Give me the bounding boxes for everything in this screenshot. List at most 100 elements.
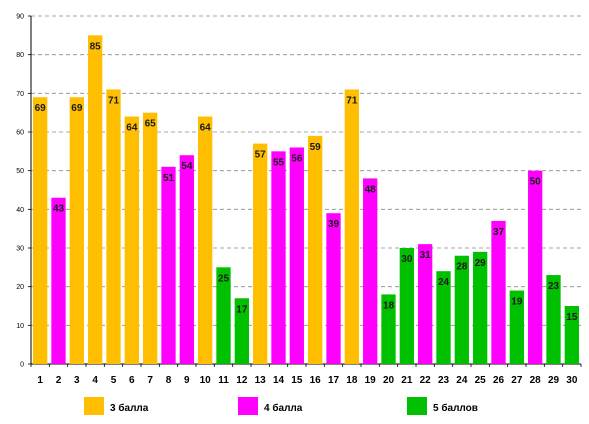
x-tick-label: 4 — [92, 375, 98, 386]
bar — [418, 244, 433, 364]
bar — [253, 143, 268, 364]
x-tick-label: 30 — [566, 375, 578, 386]
data-label: 17 — [236, 304, 248, 315]
x-tick-label: 2 — [56, 375, 62, 386]
x-tick-label: 9 — [184, 375, 190, 386]
data-label: 55 — [273, 157, 285, 168]
bar — [399, 248, 414, 364]
data-label: 69 — [35, 103, 47, 114]
bar — [381, 294, 396, 364]
bar — [271, 151, 286, 364]
x-tick-label: 18 — [346, 375, 358, 386]
y-tick-label: 50 — [16, 168, 24, 175]
y-tick-label: 0 — [20, 362, 24, 369]
data-label: 51 — [163, 173, 175, 184]
x-tick-label: 6 — [129, 375, 135, 386]
x-tick-label: 14 — [273, 375, 285, 386]
data-label: 65 — [145, 119, 157, 130]
x-tick-label: 26 — [493, 375, 505, 386]
data-label: 30 — [401, 254, 413, 265]
x-tick-label: 3 — [74, 375, 80, 386]
y-tick-label: 60 — [16, 130, 24, 137]
data-label: 50 — [530, 177, 542, 188]
y-tick-label: 80 — [16, 52, 24, 59]
data-label: 31 — [420, 250, 432, 261]
bar — [344, 89, 359, 364]
bar — [363, 178, 378, 364]
x-tick-label: 21 — [401, 375, 413, 386]
x-tick-label: 19 — [365, 375, 377, 386]
data-label: 23 — [548, 281, 560, 292]
legend-label: 3 балла — [110, 402, 149, 414]
x-tick-label: 7 — [147, 375, 153, 386]
bar — [491, 220, 506, 364]
bar — [564, 306, 579, 364]
data-label: 18 — [383, 300, 395, 311]
bar — [69, 97, 84, 364]
data-label: 54 — [181, 161, 193, 172]
x-tick-label: 13 — [255, 375, 267, 386]
x-tick-label: 12 — [236, 375, 248, 386]
data-label: 37 — [493, 227, 505, 238]
data-label: 28 — [456, 262, 468, 273]
x-tick-label: 1 — [37, 375, 43, 386]
bar — [473, 251, 488, 364]
y-tick-label: 30 — [16, 246, 24, 253]
x-tick-label: 24 — [456, 375, 468, 386]
data-label: 64 — [126, 123, 138, 134]
data-labels: 69 43 69 85 71 64 65 51 54 64 25 17 57 55 56 59 39 71 48 18… — [35, 41, 578, 323]
bar — [308, 135, 323, 364]
legend-swatch — [84, 397, 104, 415]
x-tick-label: 23 — [438, 375, 450, 386]
bar — [436, 271, 451, 364]
x-tick-label: 10 — [200, 375, 212, 386]
data-label: 48 — [365, 184, 377, 195]
data-label: 59 — [310, 142, 322, 153]
x-tick-label: 8 — [166, 375, 172, 386]
bar — [179, 155, 194, 364]
data-label: 56 — [291, 153, 303, 164]
data-label: 39 — [328, 219, 340, 230]
x-tick-label: 15 — [291, 375, 303, 386]
data-label: 19 — [511, 297, 523, 308]
data-label: 43 — [53, 204, 65, 215]
data-label: 29 — [475, 258, 487, 269]
y-tick-label: 10 — [16, 323, 24, 330]
data-label: 64 — [200, 123, 212, 134]
data-label: 71 — [346, 95, 358, 106]
x-tick-label: 27 — [511, 375, 523, 386]
x-tick-label: 29 — [548, 375, 560, 386]
bar — [88, 35, 103, 364]
bar — [143, 112, 158, 365]
bar — [509, 290, 524, 364]
bar — [198, 116, 213, 365]
legend-label: 4 балла — [264, 402, 303, 414]
bar — [326, 213, 341, 364]
x-tick-label: 25 — [475, 375, 487, 386]
x-tick-label: 16 — [310, 375, 322, 386]
bar — [216, 267, 231, 364]
data-label: 69 — [71, 103, 83, 114]
bar — [528, 170, 543, 364]
legend-swatch — [407, 397, 427, 415]
x-tick-label: 20 — [383, 375, 395, 386]
legend-label: 5 баллов — [433, 402, 478, 414]
bar — [234, 298, 249, 364]
x-axis: 1 2 3 4 5 6 7 8 9 10 11 12 13 14 15 16 17 18 19 20 21 22 23 24 2… — [30, 363, 582, 386]
x-tick-label: 22 — [420, 375, 432, 386]
y-tick-label: 90 — [16, 14, 24, 21]
y-tick-label: 20 — [16, 284, 24, 291]
bar — [124, 116, 139, 365]
bar — [51, 197, 66, 364]
data-label: 57 — [255, 150, 267, 161]
gridlines — [31, 15, 581, 326]
bar — [33, 97, 48, 364]
legend: 3 балла 4 балла 5 баллов — [84, 397, 478, 415]
data-label: 24 — [438, 277, 450, 288]
y-axis: 0 10 20 30 40 50 60 70 80 90 — [16, 14, 32, 369]
data-label: 15 — [566, 312, 578, 323]
bars — [33, 35, 579, 365]
bar — [289, 147, 304, 364]
x-tick-label: 28 — [530, 375, 542, 386]
